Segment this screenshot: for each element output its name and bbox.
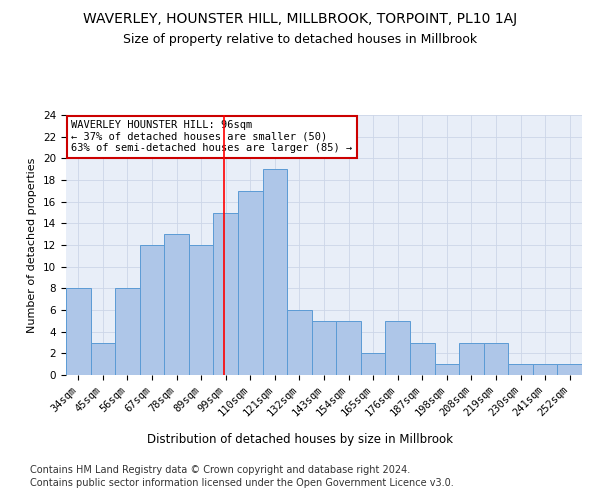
Bar (91, 342, 115, 375)
Bar (533, 364, 557, 375)
Bar (557, 364, 582, 375)
Bar (214, 212, 238, 375)
Bar (434, 364, 459, 375)
Bar (66, 288, 91, 375)
Bar (410, 342, 434, 375)
Bar (361, 354, 385, 375)
Bar (140, 245, 164, 375)
Bar (263, 169, 287, 375)
Bar (336, 321, 361, 375)
Bar (508, 364, 533, 375)
Bar (312, 321, 336, 375)
Bar (238, 191, 263, 375)
Text: WAVERLEY HOUNSTER HILL: 96sqm
← 37% of detached houses are smaller (50)
63% of s: WAVERLEY HOUNSTER HILL: 96sqm ← 37% of d… (71, 120, 352, 154)
Bar (459, 342, 484, 375)
Bar (115, 288, 140, 375)
Y-axis label: Number of detached properties: Number of detached properties (28, 158, 37, 332)
Bar (385, 321, 410, 375)
Text: Contains public sector information licensed under the Open Government Licence v3: Contains public sector information licen… (30, 478, 454, 488)
Text: Size of property relative to detached houses in Millbrook: Size of property relative to detached ho… (123, 32, 477, 46)
Bar (189, 245, 214, 375)
Bar (287, 310, 312, 375)
Bar (484, 342, 508, 375)
Bar (164, 234, 189, 375)
Text: WAVERLEY, HOUNSTER HILL, MILLBROOK, TORPOINT, PL10 1AJ: WAVERLEY, HOUNSTER HILL, MILLBROOK, TORP… (83, 12, 517, 26)
Text: Distribution of detached houses by size in Millbrook: Distribution of detached houses by size … (147, 432, 453, 446)
Text: Contains HM Land Registry data © Crown copyright and database right 2024.: Contains HM Land Registry data © Crown c… (30, 465, 410, 475)
